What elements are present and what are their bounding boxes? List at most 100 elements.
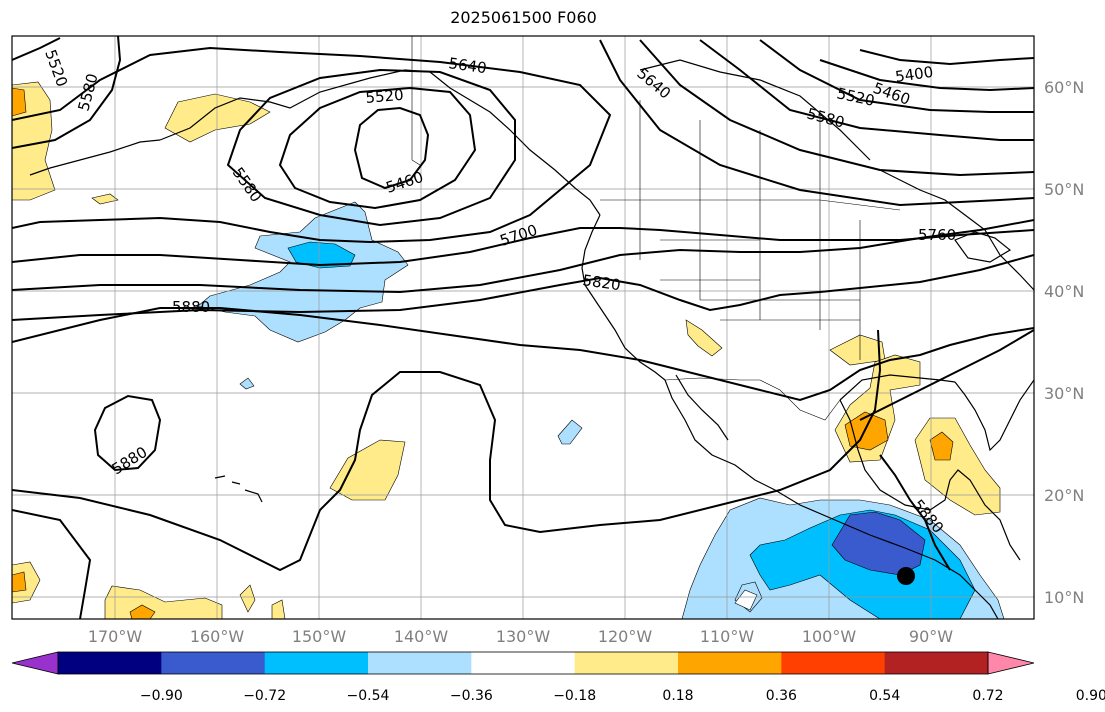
lat-tick: 30°N [1044,384,1084,403]
lon-tick: 90°W [909,627,953,646]
storm-center-marker [897,567,915,585]
contour-5640-wave [12,46,612,244]
lon-tick: 160°W [190,627,245,646]
border-alaska-canada [411,36,421,166]
contour-5520-west [12,37,61,61]
contour-5880-main [12,307,1034,402]
fill-sw-corner-core [12,571,27,593]
contour-label: 5760 [918,226,956,244]
contour-east-5400 [859,49,1034,66]
colorbar-segment [161,652,266,674]
colorbar-segment [368,652,472,674]
colorbar-tick: 0.90 [1076,688,1105,704]
colorbar-segment [678,652,782,674]
contour-label: 5400 [894,63,934,86]
contour-5880-loop [12,329,882,572]
colorbar-tick: 0.72 [972,688,1003,704]
colorbar-tick-labels: −0.90 −0.72 −0.54 −0.36 −0.18 0.18 0.36 … [140,688,1105,704]
lon-tick: 120°W [598,627,653,646]
contour-5580-west [12,36,122,149]
contour-5700 [12,227,1034,267]
fill-west-edge-core [12,87,27,117]
colorbar-segment [58,652,162,674]
fill-texas-north [829,334,886,366]
fill-south-pacific-3 [271,599,286,619]
colorbar-segment [781,652,886,674]
fill-four-corners [685,319,723,357]
border-canada-provinces [639,100,821,200]
fill-east-pacific-white [734,589,758,611]
contour-label: 5520 [365,86,405,107]
coast-canada-arctic [639,59,871,161]
lon-tick: 150°W [292,627,347,646]
fill-small-west [91,193,119,205]
fill-central-pacific [329,439,406,501]
colorbar-extend-max [987,651,1035,675]
colorbar [11,651,1035,675]
fill-south-pacific-2 [239,584,256,613]
contour-5880-ne [859,329,1034,421]
colorbar-segment [471,652,576,674]
coast-hudson [879,169,1034,291]
lon-tick: 140°W [394,627,449,646]
colorbar-outline [57,651,989,675]
contour-east-5700 [599,39,1034,207]
fill-gulf-east-core [929,431,954,461]
coast-hawaii [214,475,263,503]
lat-tick: 60°N [1044,78,1084,97]
colorbar-segment [884,652,989,674]
contour-5820 [12,254,1034,321]
fill-south-pacific-1-core [129,604,156,619]
coast-baja [664,379,999,619]
coast-gulf-mexico [839,399,1021,561]
height-contours [12,36,1034,619]
colorbar-tick: −0.72 [243,688,286,704]
coast-aleutians [29,139,161,176]
colorbar-tick: −0.54 [347,688,390,704]
coast-texas-louisiana [839,374,956,401]
contour-5760 [12,219,1034,294]
lon-tick: 100°W [802,627,857,646]
colorbar-segment [574,652,679,674]
fill-sw-corner [12,561,41,604]
contour-label: 5640 [447,54,487,77]
coast-us-west [581,214,666,381]
lat-tick: 50°N [1044,180,1084,199]
lon-tick: 170°W [88,627,143,646]
colorbar-segment [264,652,369,674]
contour-5880-south [12,509,92,619]
lat-tick: 40°N [1044,282,1084,301]
border-us-mexico [664,377,841,421]
colorbar-tick: 0.54 [869,688,900,704]
contour-east-5520 [759,39,1034,113]
contour-label: 5820 [581,271,621,294]
lat-tick: 10°N [1044,588,1084,607]
fill-small-blue-1 [239,377,255,390]
fill-east-pacific-deep [831,511,926,576]
coast-greatlakes [954,231,1012,263]
colorbar-tick: −0.18 [553,688,596,704]
longitude-tick-labels: 170°W 160°W 150°W 140°W 130°W 120°W 110°… [88,627,953,646]
latitude-tick-labels: 60°N 50°N 40°N 30°N 20°N 10°N [1044,78,1084,607]
coast-gulf-of-california [675,374,729,441]
contour-east-5580 [699,39,1034,141]
map-title: 2025061500 F060 [450,8,597,27]
lon-tick: 110°W [700,627,755,646]
coast-florida [954,379,1034,452]
fill-small-blue-2 [557,419,583,445]
colorbar-extend-min [11,651,59,675]
colorbar-tick: −0.90 [140,688,183,704]
map-frame [11,35,1035,620]
contour-5880-gulf [879,454,951,571]
colorbar-tick: 0.18 [662,688,693,704]
anomaly-fills [12,81,1005,619]
contour-5520-closed [278,86,477,210]
contour-5580-closed [226,68,516,227]
contour-label: 5880 [172,298,210,316]
lat-tick: 20°N [1044,486,1084,505]
colorbar-tick: −0.36 [450,688,493,704]
contour-east-5460 [819,59,1034,92]
colorbar-tick: 0.36 [766,688,797,704]
contour-5880-closed [93,394,162,472]
